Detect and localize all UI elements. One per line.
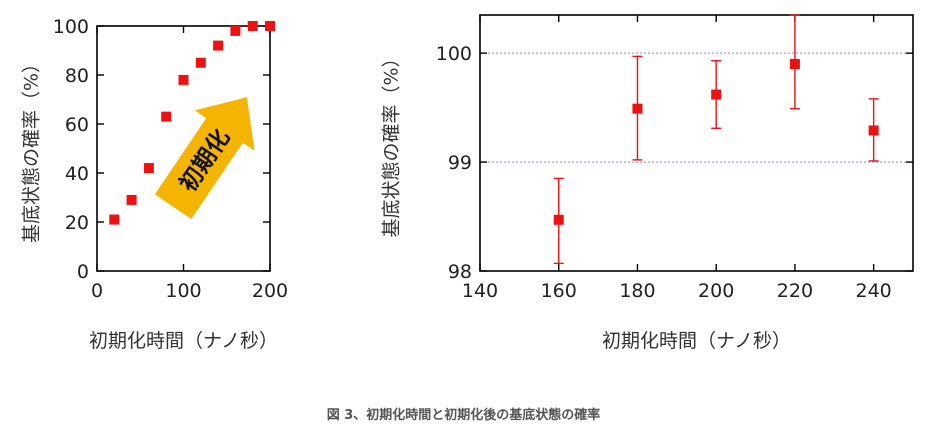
right-x-ticks: 140 160 180 200 220 240 [462,15,892,302]
x-tick-label: 200 [698,280,734,302]
data-point [213,40,224,51]
x-tick-label: 0 [91,280,103,302]
figure-caption: 図 3、初期化時間と初期化後の基底状態の確率 [326,408,601,423]
y-tick-label: 98 [448,261,472,283]
y-tick-label: 100 [436,43,472,65]
data-point [143,163,154,174]
data-point [178,74,189,85]
y-tick-label: 0 [77,261,89,283]
data-point [109,214,120,225]
x-tick-label: 100 [165,280,201,302]
data-point [632,103,643,114]
data-point [161,111,172,122]
left-data-points [109,21,275,225]
y-tick-label: 40 [65,163,89,185]
x-tick-label: 160 [541,280,577,302]
x-tick-label: 220 [777,280,813,302]
left-chart: 初期化 0 20 40 60 80 100 0 100 200 基底状態の確率（%） 初期化時… [21,16,289,352]
y-tick-label: 20 [65,212,89,234]
right-y-ticks: 98 99 100 [436,43,913,283]
x-tick-label: 140 [462,280,498,302]
data-point [265,21,275,31]
data-point [553,214,564,225]
data-point [195,57,206,68]
y-tick-label: 60 [65,114,89,136]
x-tick-label: 240 [856,280,892,302]
arrow-shape [154,97,255,220]
left-plot-frame [96,25,271,272]
data-point [711,89,722,100]
data-point [126,194,137,205]
data-point [789,59,800,70]
data-point [247,21,258,31]
right-chart: 98 99 100 140 160 180 200 220 240 基底状態の確率（%） 初期… [381,14,914,352]
right-plot-frame [479,14,914,272]
x-tick-label: 200 [252,280,288,302]
data-point [868,125,879,136]
y-tick-label: 99 [448,152,472,174]
right-data-points [553,14,879,265]
data-point [230,25,241,36]
right-x-axis-label: 初期化時間（ナノ秒） [602,330,791,352]
y-tick-label: 100 [53,16,89,38]
right-gridlines [480,52,913,163]
x-tick-label: 180 [619,280,655,302]
right-y-axis-label: 基底状態の確率（%） [381,48,403,237]
left-x-ticks: 0 100 200 [91,26,288,302]
left-y-axis-label: 基底状態の確率（%） [21,54,43,243]
initialization-arrow: 初期化 [154,97,255,220]
left-y-ticks: 0 20 40 60 80 100 [53,16,270,283]
y-tick-label: 80 [65,65,89,87]
left-x-axis-label: 初期化時間（ナノ秒） [89,330,278,352]
